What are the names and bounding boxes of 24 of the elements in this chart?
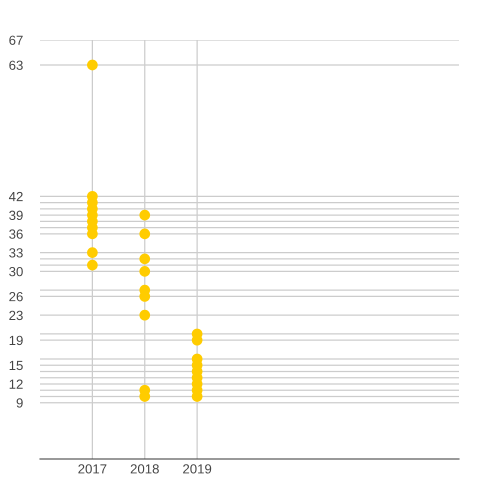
y-tick-label: 67 [9,36,23,45]
point [87,60,98,70]
y-tick-label: 33 [9,248,23,258]
y-tick-label: 15 [10,360,23,370]
y-tick-label: 9 [16,398,23,408]
y-tick-label: 23 [9,310,23,320]
point [139,210,150,220]
y-tick-label: 39 [9,210,23,220]
y-tick-label: 12 [10,380,23,389]
y-tick-label: 63 [9,60,23,70]
point [139,228,150,240]
x-tick-label: 2017 [78,464,106,474]
y-tick-label: 26 [9,292,23,302]
point [139,310,150,321]
y-tick-label: 30 [9,266,23,276]
x-tick-label: 2019 [183,464,212,474]
y-tick-label: 42 [8,192,23,202]
x-tick-label: 2018 [130,464,159,474]
point [139,266,150,277]
y-tick-label: 36 [9,229,23,239]
point [87,260,98,270]
y-tick-label: 19 [10,336,23,346]
point [139,254,150,264]
point [87,247,98,258]
